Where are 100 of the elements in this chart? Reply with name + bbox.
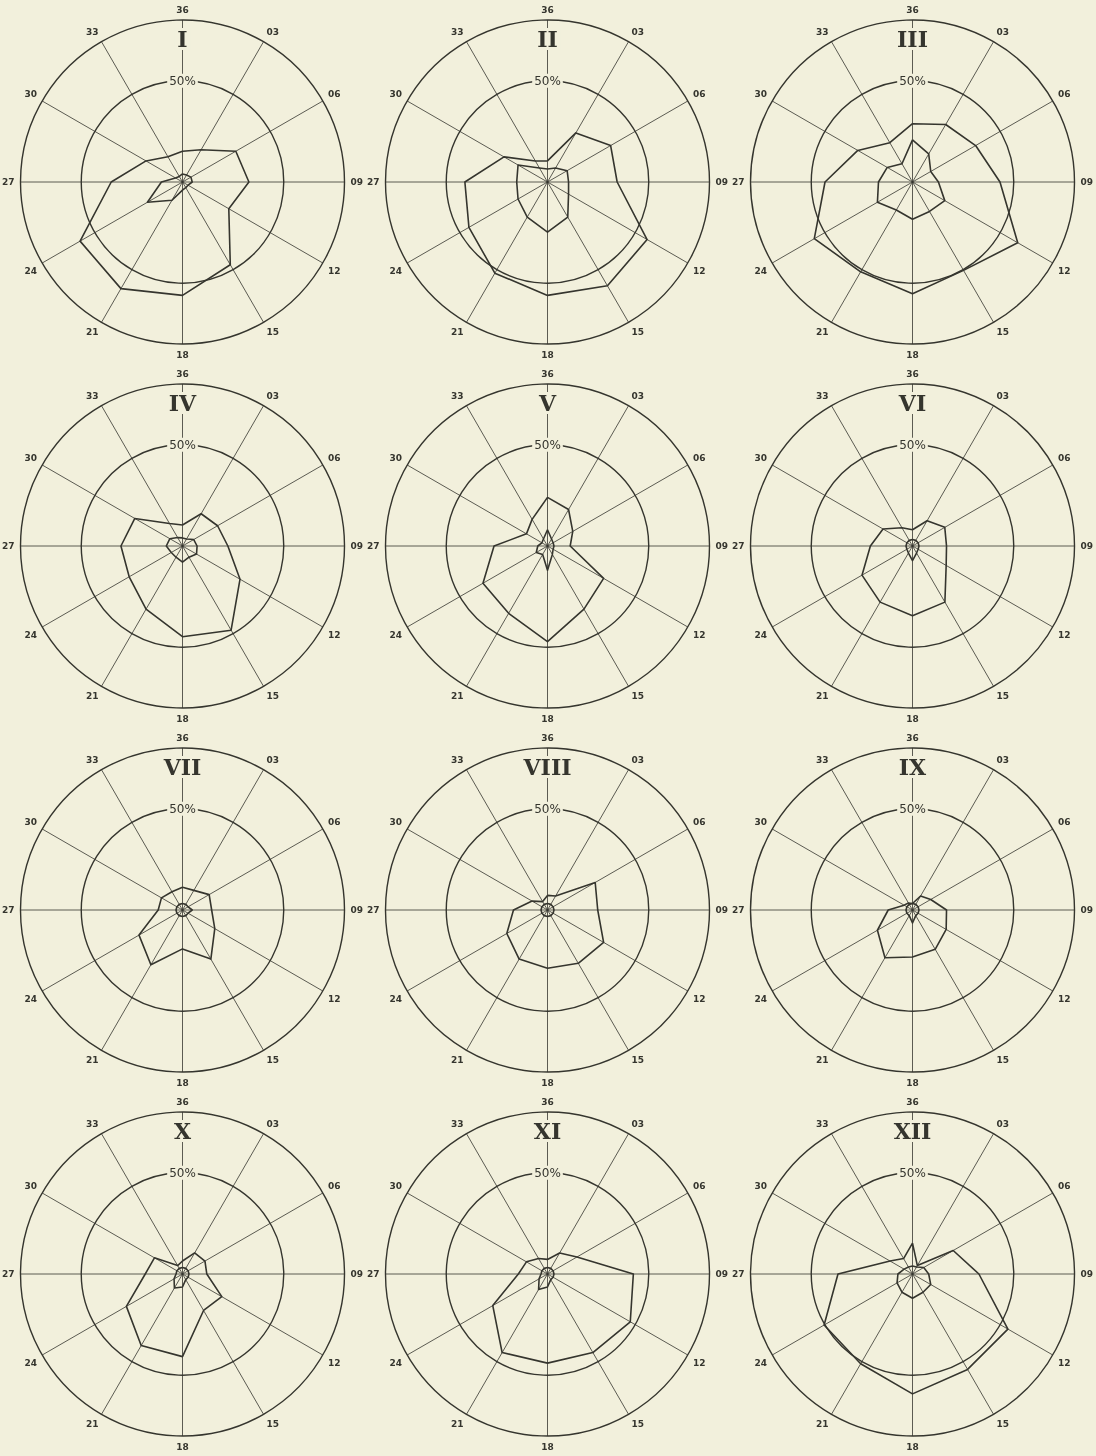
spoke-label: 21 xyxy=(815,1054,829,1065)
spoke-label: 27 xyxy=(1,541,15,551)
spoke-label: 24 xyxy=(754,1357,768,1368)
spoke-label: 33 xyxy=(450,755,464,766)
text: 50% xyxy=(169,73,196,88)
spoke-label: 15 xyxy=(996,326,1010,337)
spoke-label: 15 xyxy=(631,1418,645,1429)
spoke-label: 33 xyxy=(450,27,464,38)
text: 50% xyxy=(534,1165,561,1180)
spoke-label: 33 xyxy=(85,755,99,766)
spoke-label: 27 xyxy=(731,177,745,187)
spoke-label: 30 xyxy=(24,816,38,827)
spoke-label: 03 xyxy=(631,27,645,38)
spoke-label: 03 xyxy=(996,27,1010,38)
spoke-label: 12 xyxy=(692,629,706,640)
spoke-label: 09 xyxy=(715,1269,729,1279)
spoke-label: 24 xyxy=(24,629,38,640)
spoke-label: 30 xyxy=(389,816,403,827)
spoke-label: 09 xyxy=(715,177,729,187)
spoke-label: 03 xyxy=(631,391,645,402)
text: XI xyxy=(533,1118,562,1144)
text: IX xyxy=(898,754,928,780)
spoke-label: 30 xyxy=(389,88,403,99)
spoke-label: 09 xyxy=(1080,905,1094,915)
spoke-label: 15 xyxy=(631,1054,645,1065)
spoke-label: 18 xyxy=(176,1441,189,1452)
spoke-label: 03 xyxy=(631,1119,645,1130)
spoke-label: 24 xyxy=(389,1357,403,1368)
spoke-label: 21 xyxy=(85,690,99,701)
spoke-label: 36 xyxy=(906,732,919,743)
spoke-label: 21 xyxy=(815,326,829,337)
spoke-label: 06 xyxy=(1057,88,1071,99)
spoke-label: 12 xyxy=(1057,1357,1071,1368)
spoke-label: 30 xyxy=(24,88,38,99)
spoke-label: 03 xyxy=(266,755,280,766)
text: I xyxy=(177,26,188,52)
spoke-label: 18 xyxy=(176,349,189,360)
spoke-label: 36 xyxy=(176,1096,189,1107)
spoke-label: 12 xyxy=(692,1357,706,1368)
spoke-label: 09 xyxy=(350,1269,364,1279)
spoke-label: 15 xyxy=(631,690,645,701)
spoke-label: 24 xyxy=(389,265,403,276)
spoke-label: 15 xyxy=(266,1054,280,1065)
spoke-label: 09 xyxy=(350,905,364,915)
spoke-label: 36 xyxy=(176,732,189,743)
text: 50% xyxy=(534,801,561,816)
spoke-label: 21 xyxy=(815,1418,829,1429)
spoke-label: 15 xyxy=(996,1054,1010,1065)
spoke-label: 03 xyxy=(266,1119,280,1130)
spoke-label: 30 xyxy=(754,816,768,827)
spoke-label: 21 xyxy=(815,690,829,701)
spoke-label: 03 xyxy=(996,755,1010,766)
text: 50% xyxy=(899,801,926,816)
spoke-label: 06 xyxy=(327,1180,341,1191)
spoke-label: 30 xyxy=(24,452,38,463)
spoke-label: 36 xyxy=(176,4,189,15)
spoke-label: 06 xyxy=(692,88,706,99)
text: VIII xyxy=(522,754,572,780)
spoke-label: 27 xyxy=(731,1269,745,1279)
spoke-label: 27 xyxy=(366,177,380,187)
spoke-label: 24 xyxy=(389,629,403,640)
text: 50% xyxy=(169,437,196,452)
spoke-label: 06 xyxy=(327,816,341,827)
text: 50% xyxy=(899,437,926,452)
spoke-label: 15 xyxy=(266,326,280,337)
spoke-label: 09 xyxy=(350,177,364,187)
spoke-label: 06 xyxy=(692,452,706,463)
text: VI xyxy=(897,390,927,416)
spoke-label: 30 xyxy=(754,88,768,99)
spoke-label: 36 xyxy=(541,368,554,379)
spoke-label: 03 xyxy=(631,755,645,766)
spoke-label: 36 xyxy=(176,368,189,379)
spoke-label: 12 xyxy=(1057,993,1071,1004)
spoke-label: 21 xyxy=(450,1418,464,1429)
text: 50% xyxy=(534,437,561,452)
spoke-label: 36 xyxy=(541,1096,554,1107)
spoke-label: 15 xyxy=(996,1418,1010,1429)
spoke-label: 27 xyxy=(1,1269,15,1279)
spoke-label: 18 xyxy=(906,713,919,724)
spoke-label: 27 xyxy=(366,1269,380,1279)
spoke-label: 09 xyxy=(1080,1269,1094,1279)
spoke-label: 06 xyxy=(1057,1180,1071,1191)
spoke-label: 06 xyxy=(327,88,341,99)
spoke-label: 33 xyxy=(85,391,99,402)
spoke-label: 18 xyxy=(176,1077,189,1088)
spoke-label: 30 xyxy=(24,1180,38,1191)
spoke-label: 09 xyxy=(1080,177,1094,187)
spoke-label: 24 xyxy=(389,993,403,1004)
text: 50% xyxy=(169,801,196,816)
spoke-label: 09 xyxy=(1080,541,1094,551)
text: 50% xyxy=(534,73,561,88)
spoke-label: 09 xyxy=(715,541,729,551)
text: IV xyxy=(168,390,198,416)
spoke-label: 33 xyxy=(815,755,829,766)
spoke-label: 21 xyxy=(450,1054,464,1065)
spoke-label: 21 xyxy=(85,1418,99,1429)
spoke-label: 33 xyxy=(85,27,99,38)
spoke-label: 33 xyxy=(815,27,829,38)
text: 50% xyxy=(899,73,926,88)
spoke-label: 27 xyxy=(731,905,745,915)
